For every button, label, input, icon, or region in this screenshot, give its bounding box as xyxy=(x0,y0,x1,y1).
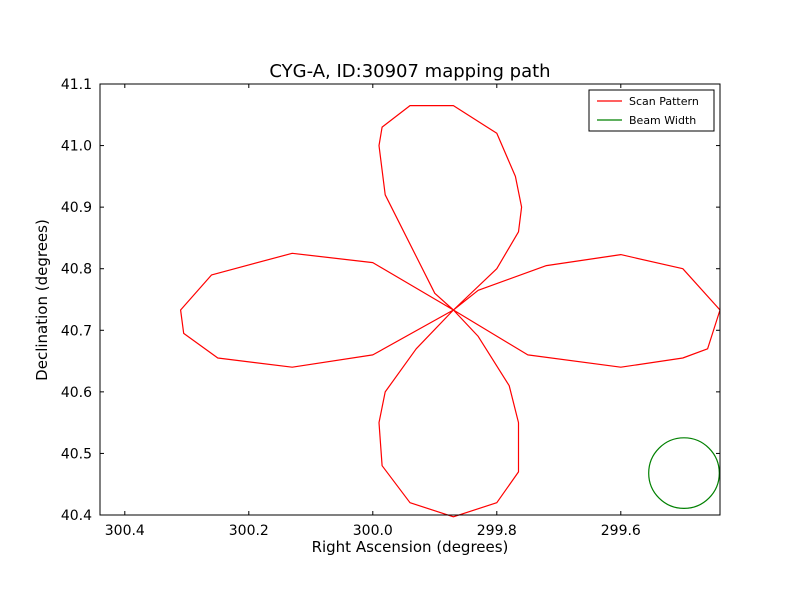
legend-label-beam-width: Beam Width xyxy=(629,114,696,127)
axes-background xyxy=(100,84,720,515)
y-tick-label: 40.6 xyxy=(61,385,92,401)
x-axis-label: Right Ascension (degrees) xyxy=(312,538,509,556)
chart-title: CYG-A, ID:30907 mapping path xyxy=(269,61,550,82)
series-beam-width-circle xyxy=(648,437,720,510)
y-tick-label: 40.7 xyxy=(61,323,92,339)
plot-area xyxy=(99,83,721,518)
x-tick-label: 299.6 xyxy=(601,523,641,539)
y-tick-labels: 40.4 40.5 40.6 40.7 40.8 40.9 41.0 41.1 xyxy=(61,77,92,524)
legend-label-scan-pattern: Scan Pattern xyxy=(629,95,699,108)
x-tick-label: 300.4 xyxy=(105,523,145,539)
x-tick-label: 299.8 xyxy=(477,523,517,539)
legend: Scan Pattern Beam Width xyxy=(588,89,715,132)
y-axis-label: Declination (degrees) xyxy=(33,219,51,381)
x-tick-label: 300.2 xyxy=(229,523,269,539)
axes-frame xyxy=(99,83,721,516)
y-tick-label: 41.0 xyxy=(61,139,92,155)
y-tick-label: 40.8 xyxy=(61,262,92,278)
legend-box xyxy=(588,89,715,132)
y-tick-label: 40.5 xyxy=(61,446,92,462)
y-tick-label: 40.4 xyxy=(61,508,92,524)
x-tick-label: 300.0 xyxy=(353,523,393,539)
y-tick-label: 40.9 xyxy=(61,200,92,216)
x-tick-labels: 300.4 300.2 300.0 299.8 299.6 xyxy=(105,523,641,539)
y-tick-label: 41.1 xyxy=(61,77,92,93)
